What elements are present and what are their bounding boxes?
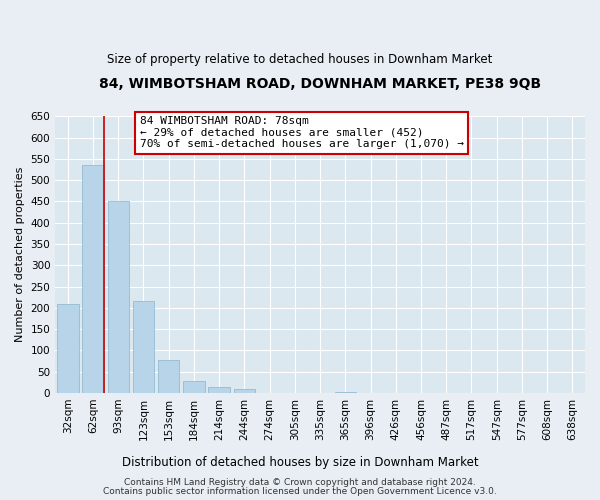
Bar [208,386,230,393]
Bar [57,304,79,393]
Title: 84, WIMBOTSHAM ROAD, DOWNHAM MARKET, PE38 9QB: 84, WIMBOTSHAM ROAD, DOWNHAM MARKET, PE3… [99,78,541,92]
Bar [335,392,356,393]
Y-axis label: Number of detached properties: Number of detached properties [15,167,25,342]
Text: Distribution of detached houses by size in Downham Market: Distribution of detached houses by size … [122,456,478,469]
Bar [133,302,154,393]
Text: Size of property relative to detached houses in Downham Market: Size of property relative to detached ho… [107,52,493,66]
Bar [158,360,179,393]
Bar [107,200,129,393]
Text: 84 WIMBOTSHAM ROAD: 78sqm
← 29% of detached houses are smaller (452)
70% of semi: 84 WIMBOTSHAM ROAD: 78sqm ← 29% of detac… [140,116,464,150]
Text: Contains HM Land Registry data © Crown copyright and database right 2024.: Contains HM Land Registry data © Crown c… [124,478,476,487]
Bar [183,381,205,393]
Text: Contains public sector information licensed under the Open Government Licence v3: Contains public sector information licen… [103,486,497,496]
Bar [82,165,104,393]
Bar [233,389,255,393]
